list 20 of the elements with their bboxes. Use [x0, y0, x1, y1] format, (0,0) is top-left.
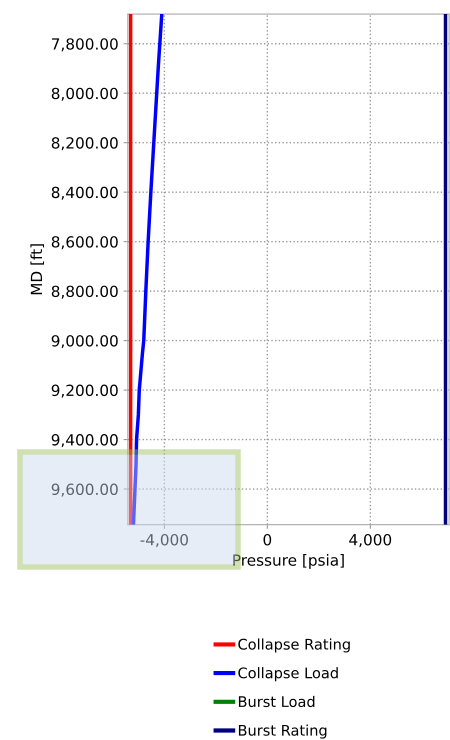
legend-label: Collapse Load [238, 667, 338, 682]
x-tick-label: 4,000 [349, 534, 392, 548]
y-tick-label: 7,800.00 [52, 38, 118, 52]
y-tick-label: 8,000.00 [52, 88, 118, 101]
legend-label: Burst Rating [238, 724, 326, 739]
y-tick-label: 9,600.00 [52, 484, 118, 497]
y-tick-label: 9,400.00 [52, 434, 118, 448]
legend-label: Burst Load [238, 696, 314, 708]
y-axis-title: MD [ft] [30, 244, 44, 294]
y-tick-label: 9,000.00 [52, 335, 118, 348]
x-axis-title: Pressure [psia] [233, 554, 344, 569]
y-tick-label: 8,600.00 [52, 236, 118, 250]
line-series [132, 14, 164, 525]
y-tick-label: 8,200.00 [52, 137, 118, 150]
y-tick-label: 9,200.00 [52, 384, 118, 398]
legend-label: Collapse Rating [238, 638, 350, 653]
y-tick-label: 8,400.00 [52, 186, 118, 200]
x-tick-label: -4,000 [140, 534, 188, 548]
x-tick-label: 0 [263, 534, 272, 546]
y-tick-label: 8,800.00 [52, 286, 118, 299]
